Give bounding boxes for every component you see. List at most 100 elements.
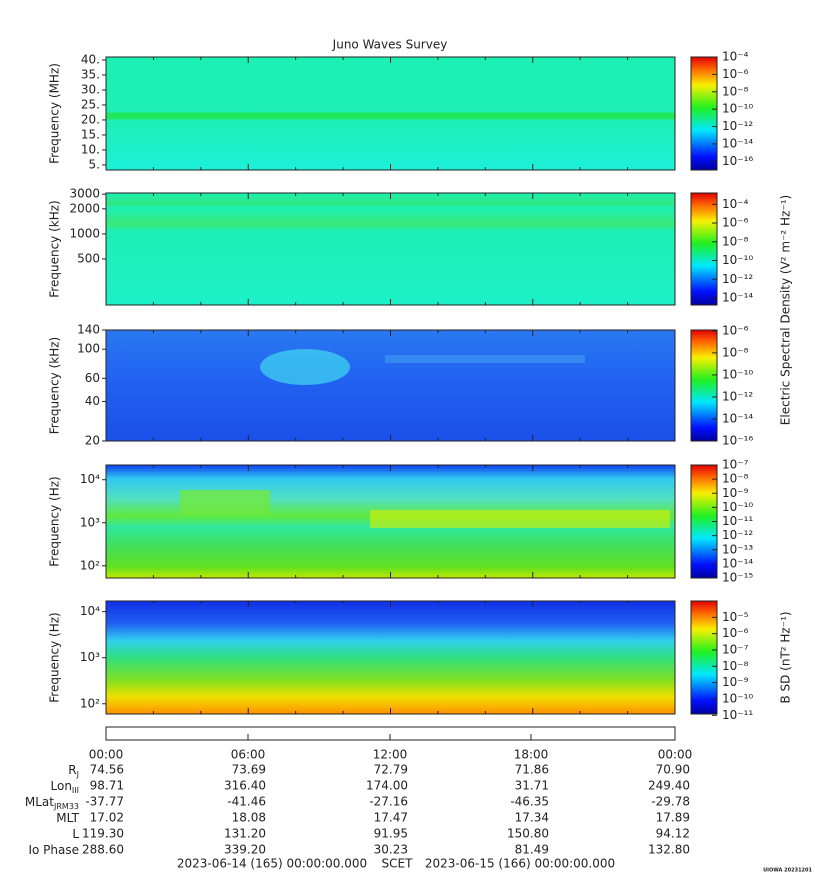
y-tick-label: 1000	[69, 226, 100, 240]
emission	[180, 490, 270, 515]
credit: UIOWA 20231201	[763, 868, 812, 874]
y-tick-label: 10.	[81, 142, 100, 156]
ephemeris-value: -29.78	[651, 795, 690, 809]
colorbar-tick-label: 10⁻¹⁴	[722, 556, 753, 570]
colorbar	[690, 600, 718, 715]
ephemeris-value: 98.71	[90, 779, 124, 793]
y-tick-label: 60	[85, 371, 100, 385]
colorbar-tick-label: 10⁻⁶	[722, 67, 749, 81]
colorbar-tick-label: 10⁻⁸	[722, 659, 749, 673]
ephemeris-label: LonIII	[51, 779, 80, 795]
footer-scet: SCET	[382, 857, 414, 871]
y-tick-label: 140	[77, 323, 100, 337]
colorbar-tick-label: 10⁻⁸	[722, 234, 749, 248]
ephemeris-value: -27.16	[369, 795, 408, 809]
ephemeris-value: 72.79	[374, 763, 408, 777]
colorbar	[690, 329, 718, 442]
ephemeris-label: MLatJRM33	[25, 795, 79, 811]
colorbar-tick-label: 10⁻⁷	[722, 458, 749, 472]
footer-start: 2023-06-14 (165) 00:00:00.000	[177, 857, 367, 871]
y-axis-label: Frequency (MHz)	[48, 63, 62, 164]
colorbar-tick-label: 10⁻¹²	[722, 119, 753, 133]
ephemeris-value: 132.80	[648, 843, 690, 857]
colorbar-tick-label: 10⁻⁷	[722, 642, 749, 656]
colorbar-tick-label: 10⁻¹¹	[722, 708, 753, 722]
colorbar-tick-label: 10⁻¹⁰	[722, 102, 753, 116]
colorbar-tick-label: 10⁻¹⁴	[722, 291, 753, 305]
label-subscript: J	[76, 770, 79, 779]
ephemeris-value: 94.12	[656, 827, 690, 841]
chart-title: Juno Waves Survey	[332, 38, 448, 52]
y-axis-label: Frequency (kHz)	[48, 200, 62, 297]
y-tick-label: 20.	[81, 112, 100, 126]
y-tick-label: 10²	[80, 558, 100, 572]
y-tick-label: 10³	[80, 515, 100, 529]
ephemeris-value: 17.89	[656, 811, 690, 825]
colorbar-tick-label: 10⁻¹¹	[722, 514, 753, 528]
time-tick-label: 12:00	[373, 748, 408, 762]
label-subscript: JRM33	[53, 802, 79, 811]
colorbar-tick-label: 10⁻⁸	[722, 345, 749, 359]
colorbar-tick-label: 10⁻¹⁰	[722, 691, 753, 705]
colorbar-tick-label: 10⁻⁶	[722, 626, 749, 640]
colorbar-tick-label: 10⁻¹⁶	[722, 154, 753, 168]
y-tick-label: 100	[77, 342, 100, 356]
y-tick-label: 20	[85, 434, 100, 448]
colorbar-tick-label: 10⁻¹⁰	[722, 253, 753, 267]
emission	[260, 349, 350, 385]
y-tick-label: 30.	[81, 82, 100, 96]
label: L	[72, 827, 79, 841]
colorbar-tick-label: 10⁻⁸	[722, 84, 749, 98]
ephemeris-value: 17.47	[374, 811, 408, 825]
y-tick-label: 35.	[81, 67, 100, 81]
ephemeris-value: -46.35	[510, 795, 549, 809]
colorbar-label: B SD (nT² Hz⁻¹)	[779, 611, 793, 703]
ephemeris-value: 18.08	[232, 811, 266, 825]
colorbar-tick-label: 10⁻¹²	[722, 389, 753, 403]
label: MLat	[25, 795, 54, 809]
spectrogram	[106, 193, 675, 305]
ephemeris-value: 174.00	[366, 779, 408, 793]
ephemeris-value: 71.86	[515, 763, 549, 777]
colorbar-tick-label: 10⁻⁵	[722, 610, 749, 624]
colorbar-tick-label: 10⁻⁸	[722, 472, 749, 486]
ephemeris-value: 31.71	[515, 779, 549, 793]
y-tick-label: 40.	[81, 52, 100, 66]
label: MLT	[56, 811, 79, 825]
ephemeris-value: 91.95	[374, 827, 408, 841]
ephemeris-label: Io Phase	[28, 843, 79, 857]
y-tick-label: 40	[85, 394, 100, 408]
footer-end: 2023-06-15 (166) 00:00:00.000	[425, 857, 615, 871]
colorbar-tick-label: 10⁻⁶	[722, 216, 749, 230]
y-tick-label: 2000	[69, 201, 100, 215]
colorbar-tick-label: 10⁻¹⁰	[722, 367, 753, 381]
ephemeris-label: RJ	[68, 763, 79, 779]
y-tick-label: 500	[77, 251, 100, 265]
y-tick-label: 3000	[69, 187, 100, 201]
label-subscript: III	[72, 786, 79, 795]
spectrogram	[106, 57, 675, 170]
ephemeris-value: 150.80	[507, 827, 549, 841]
ephemeris-value: 119.30	[82, 827, 124, 841]
colorbar-tick-label: 10⁻⁴	[722, 197, 749, 211]
colorbar-tick-label: 10⁻⁹	[722, 486, 749, 500]
ephemeris-value: 17.02	[90, 811, 124, 825]
ephemeris-value: 17.34	[515, 811, 549, 825]
y-tick-label: 25.	[81, 97, 100, 111]
emission	[370, 510, 670, 528]
colorbar-tick-label: 10⁻⁹	[722, 675, 749, 689]
ephemeris-label: L	[72, 827, 79, 841]
y-axis-label: Frequency (Hz)	[48, 476, 62, 567]
colorbar	[690, 56, 718, 171]
colorbar-tick-label: 10⁻¹²	[722, 528, 753, 542]
colorbar-tick-label: 10⁻¹⁴	[722, 136, 753, 150]
y-tick-label: 10⁴	[80, 472, 100, 486]
ephemeris-value: -37.77	[85, 795, 124, 809]
colorbar-tick-label: 10⁻¹⁶	[722, 434, 753, 448]
time-tick-label: 18:00	[514, 748, 549, 762]
y-tick-label: 10⁴	[80, 604, 100, 618]
ephemeris-value: 131.20	[224, 827, 266, 841]
colorbar-tick-label: 10⁻¹⁴	[722, 411, 753, 425]
ephemeris-value: 70.90	[656, 763, 690, 777]
ephemeris-value: 81.49	[515, 843, 549, 857]
